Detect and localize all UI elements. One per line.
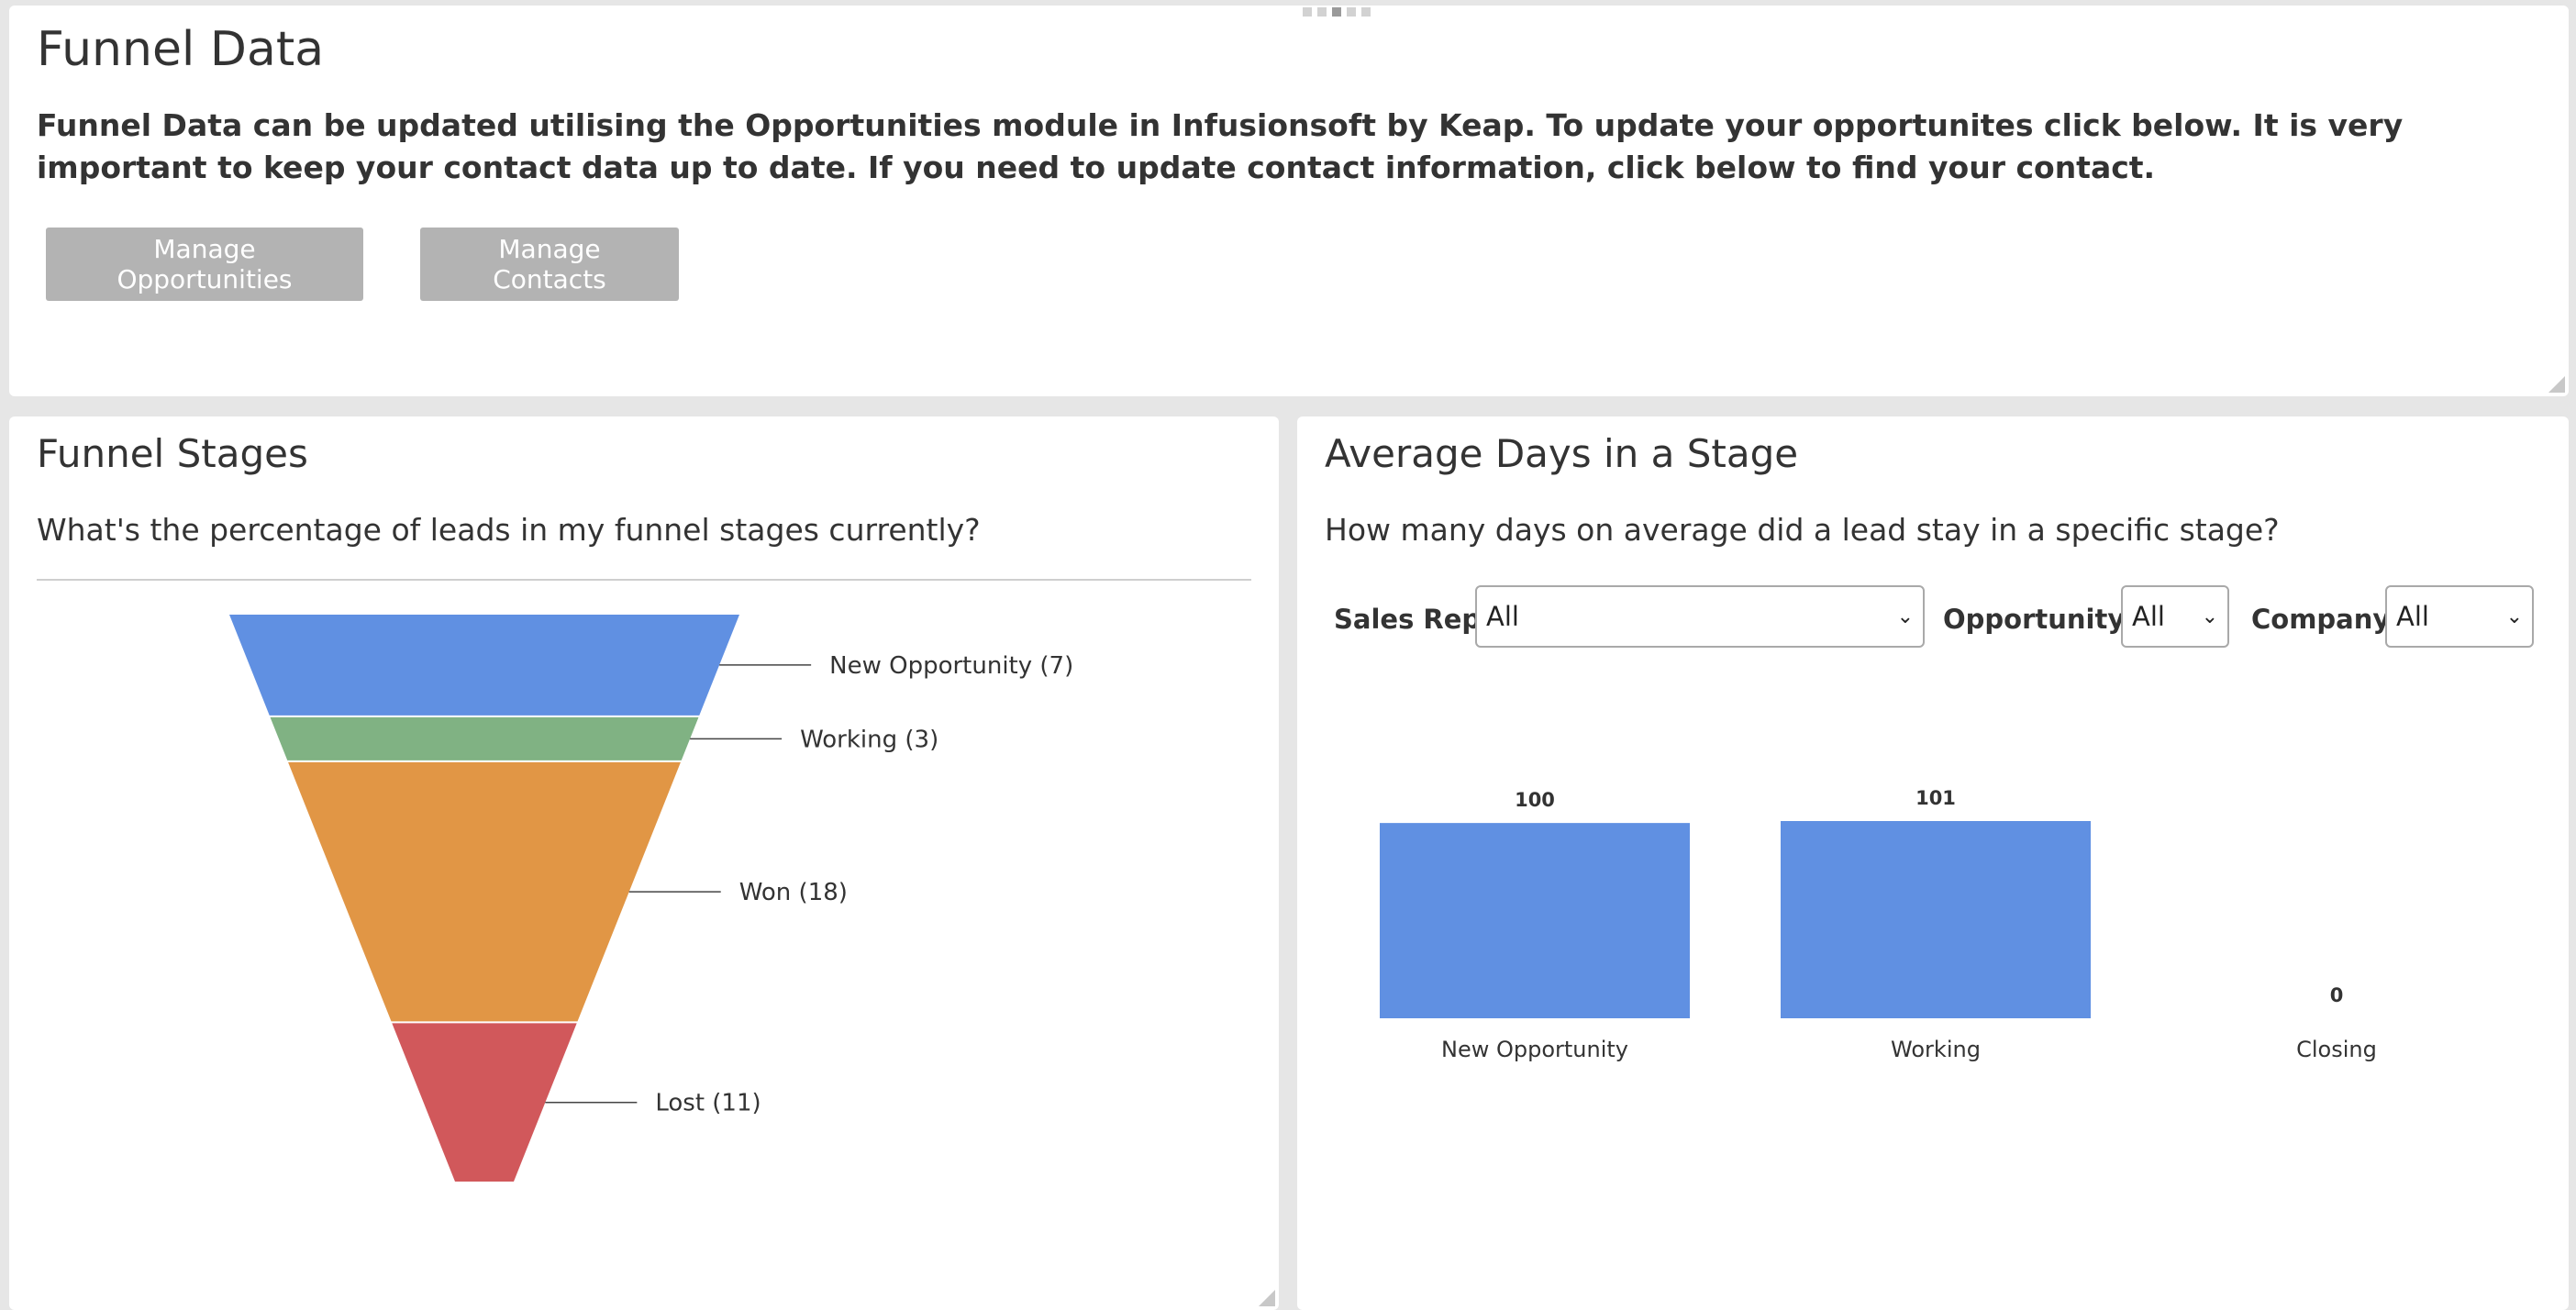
sales-rep-value: All bbox=[1486, 601, 1519, 632]
sales-rep-select[interactable]: All ⌄ bbox=[1475, 585, 1925, 648]
bar[interactable] bbox=[1781, 821, 2091, 1018]
opportunity-value: All bbox=[2132, 601, 2165, 632]
funnel-chart: New Opportunity (7) Working (3) Won (18) Lo… bbox=[229, 615, 1073, 1182]
bar-value-label: 101 bbox=[1915, 787, 1956, 809]
bar-category-label: New Opportunity bbox=[1441, 1037, 1628, 1062]
opportunity-select[interactable]: All ⌄ bbox=[2121, 585, 2229, 648]
funnel-stages-subtitle: What's the percentage of leads in my fun… bbox=[37, 512, 981, 548]
chevron-down-icon: ⌄ bbox=[2505, 605, 2523, 628]
funnel-data-description: Funnel Data can be updated utilising the… bbox=[37, 107, 2404, 185]
bar-category-label: Closing bbox=[2296, 1037, 2377, 1062]
average-days-bar-chart: 100 New Opportunity 101 Working 0 Closing bbox=[1380, 787, 2377, 1062]
sales-rep-label: Sales Rep: bbox=[1334, 604, 1492, 635]
company-select[interactable]: All ⌄ bbox=[2385, 585, 2534, 648]
drag-handle-icon[interactable] bbox=[1303, 7, 1371, 17]
funnel-label: Lost (11) bbox=[655, 1090, 761, 1117]
bar-category-label: Working bbox=[1891, 1037, 1981, 1062]
bar-value-label: 0 bbox=[2330, 984, 2344, 1006]
bar-value-label: 100 bbox=[1515, 789, 1555, 811]
funnel-label: Working (3) bbox=[800, 726, 938, 753]
resize-handle-icon[interactable] bbox=[1259, 1290, 1275, 1306]
funnel-segment-new-opportunity[interactable] bbox=[229, 615, 739, 716]
funnel-segment-working[interactable] bbox=[270, 716, 699, 760]
funnel-label: Won (18) bbox=[739, 879, 848, 906]
company-label: Company: bbox=[2251, 604, 2401, 635]
opportunity-label: Opportunity: bbox=[1943, 604, 2136, 635]
resize-handle-icon[interactable] bbox=[2548, 376, 2565, 393]
manage-opportunities-button[interactable]: Manage Opportunities bbox=[46, 228, 363, 301]
chevron-down-icon: ⌄ bbox=[1896, 605, 1914, 628]
divider bbox=[37, 579, 1251, 581]
funnel-segment-lost[interactable] bbox=[392, 1023, 577, 1182]
company-value: All bbox=[2396, 601, 2429, 632]
average-days-panel: Average Days in a Stage How many days on… bbox=[1297, 416, 2569, 1310]
funnel-stages-title: Funnel Stages bbox=[37, 431, 308, 476]
chevron-down-icon: ⌄ bbox=[2201, 605, 2218, 628]
average-days-title: Average Days in a Stage bbox=[1325, 431, 1799, 476]
funnel-data-panel: Funnel Data Funnel Data can be updated u… bbox=[9, 6, 2569, 396]
bar[interactable] bbox=[1380, 823, 1690, 1018]
page-title: Funnel Data bbox=[37, 22, 325, 77]
manage-contacts-button[interactable]: Manage Contacts bbox=[420, 228, 679, 301]
funnel-segment-won[interactable] bbox=[288, 761, 681, 1022]
funnel-label: New Opportunity (7) bbox=[829, 652, 1073, 680]
funnel-stages-panel: Funnel Stages What's the percentage of l… bbox=[9, 416, 1279, 1310]
average-days-subtitle: How many days on average did a lead stay… bbox=[1325, 512, 2280, 548]
